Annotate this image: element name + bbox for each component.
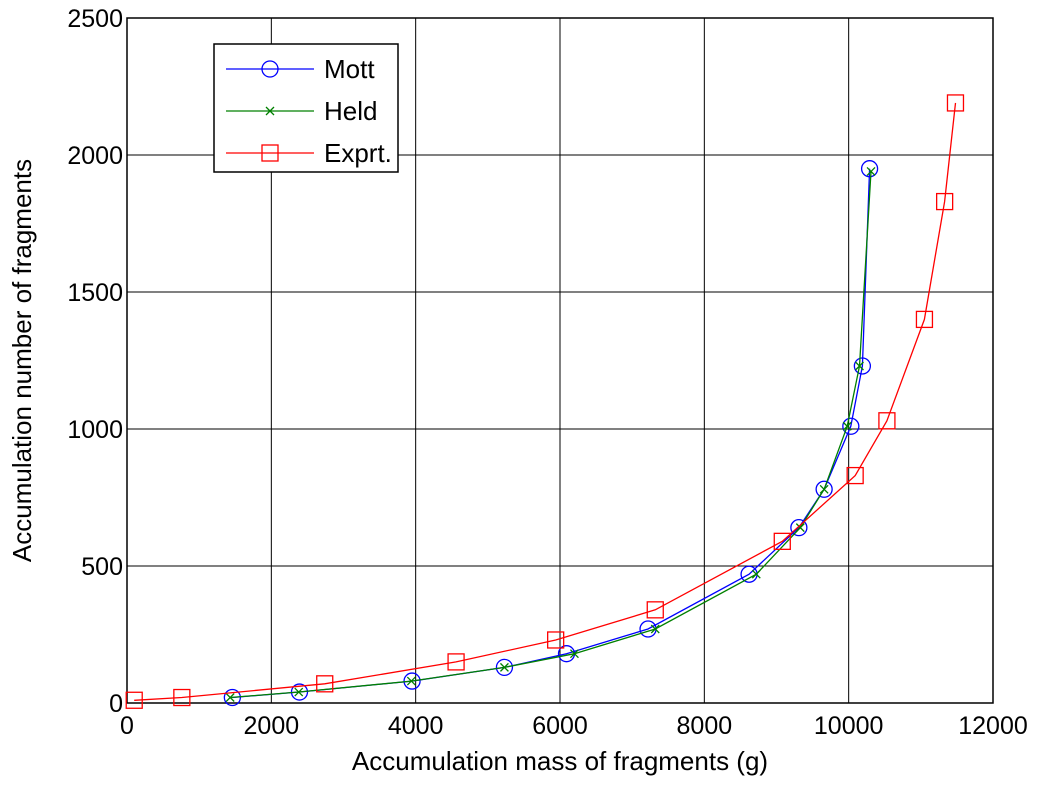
legend-item-exprt: Exprt.	[226, 138, 392, 168]
x-tick-label: 6000	[532, 712, 588, 740]
legend-marker	[261, 144, 279, 162]
data-point-held	[569, 649, 579, 659]
legend-label: Held	[324, 96, 377, 126]
data-point-mott	[403, 672, 421, 690]
data-point-exprt	[946, 94, 965, 112]
x-axis-label: Accumulation mass of fragments (g)	[352, 746, 768, 776]
data-point-mott	[790, 518, 808, 537]
legend: Mott Held Exprt.	[213, 43, 399, 173]
data-point-mott	[815, 480, 833, 498]
data-point-mott	[223, 688, 242, 707]
plot-frame	[126, 17, 994, 704]
data-point-exprt	[915, 310, 934, 329]
y-tick-label: 2500	[67, 5, 123, 33]
data-point-exprt	[773, 532, 791, 550]
y-tick-label: 500	[81, 553, 123, 581]
data-point-held	[225, 693, 235, 702]
data-point-exprt	[316, 675, 334, 693]
legend-marker	[265, 106, 275, 116]
data-point-held	[751, 569, 761, 579]
data-point-mott	[495, 658, 514, 677]
data-point-exprt	[547, 631, 565, 649]
y-tick-label: 1000	[67, 416, 123, 444]
data-point-held	[499, 662, 509, 672]
data-point-held	[855, 361, 864, 371]
data-point-mott	[842, 417, 860, 435]
legend-item-mott: Mott	[226, 54, 375, 84]
data-point-held	[819, 484, 829, 494]
x-tick-label: 0	[120, 712, 134, 740]
data-point-exprt	[646, 601, 664, 619]
legend-label: Exprt.	[324, 138, 392, 168]
x-tick-label: 4000	[388, 712, 444, 740]
series-held	[225, 166, 876, 702]
data-point-held	[866, 166, 876, 176]
data-point-exprt	[125, 691, 143, 709]
series-exprt	[125, 94, 965, 709]
y-tick-label: 2000	[67, 142, 123, 170]
data-point-held	[406, 676, 416, 686]
grid	[127, 18, 993, 703]
legend-label: Mott	[324, 54, 375, 84]
data-point-exprt	[878, 412, 896, 430]
x-tick-label: 8000	[677, 712, 733, 740]
series-mott	[223, 160, 879, 707]
x-tick-label: 2000	[244, 712, 300, 740]
series-line-held	[230, 171, 872, 699]
data-point-held	[294, 687, 304, 697]
legend-marker	[261, 60, 279, 78]
data-point-held	[842, 421, 852, 431]
data-point-held	[795, 523, 805, 533]
data-point-exprt	[935, 192, 954, 211]
axis-ticks: 0 2000 4000 6000 8000 10000 12000 0 500 1000 1500 2…	[67, 5, 1027, 740]
legend-box	[213, 43, 399, 173]
x-tick-label: 12000	[958, 712, 1028, 740]
data-point-held	[650, 624, 660, 634]
y-axis-label: Accumulation number of fragments	[7, 159, 37, 562]
legend-item-held: Held	[226, 96, 377, 126]
data-point-exprt	[447, 653, 465, 671]
data-point-mott	[853, 357, 872, 375]
series-line-exprt	[134, 102, 957, 701]
data-point-mott	[860, 160, 879, 178]
x-tick-label: 10000	[814, 712, 884, 740]
data-point-exprt	[846, 466, 864, 485]
series-layer	[125, 94, 965, 709]
series-line-mott	[232, 168, 871, 699]
data-point-exprt	[173, 688, 191, 707]
y-tick-label: 0	[109, 690, 123, 718]
y-tick-label: 1500	[67, 279, 123, 307]
